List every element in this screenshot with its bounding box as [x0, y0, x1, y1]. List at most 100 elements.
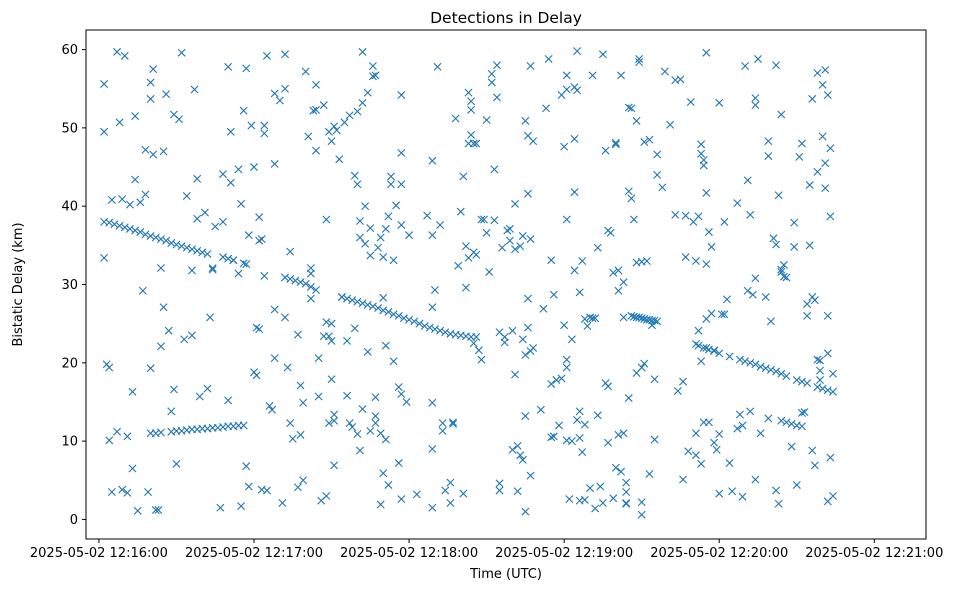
data-point	[666, 120, 675, 129]
data-point	[195, 392, 204, 401]
data-point	[461, 283, 470, 292]
data-point	[699, 343, 708, 352]
data-point	[797, 422, 806, 431]
data-point	[679, 475, 688, 484]
data-point	[637, 363, 646, 372]
data-point	[322, 318, 331, 327]
data-point	[461, 242, 470, 251]
data-point	[283, 363, 292, 372]
data-point	[624, 394, 633, 403]
data-point	[366, 426, 375, 435]
data-point	[756, 429, 765, 438]
data-point	[751, 94, 760, 103]
data-point	[141, 230, 150, 239]
data-point	[490, 165, 499, 174]
data-point	[715, 430, 724, 439]
data-point	[790, 242, 799, 251]
data-point	[828, 369, 837, 378]
data-point	[438, 426, 447, 435]
data-point	[609, 494, 618, 503]
data-point	[312, 146, 321, 155]
data-point	[526, 62, 535, 71]
data-point	[234, 165, 243, 174]
data-point	[454, 261, 463, 270]
data-point	[702, 48, 711, 57]
data-point	[324, 332, 333, 341]
data-point	[710, 438, 719, 447]
data-point	[141, 145, 150, 154]
data-point	[761, 293, 770, 302]
data-point	[756, 362, 765, 371]
data-point	[751, 360, 760, 369]
y-axis-ticks: 0 10 20 30 40 50 60	[61, 43, 86, 528]
x-axis-ticks: 2025-05-02 12:16:00 2025-05-02 12:17:00 20…	[30, 539, 943, 561]
data-point	[810, 461, 819, 470]
data-point	[764, 414, 773, 423]
data-point	[508, 326, 517, 335]
data-point	[301, 279, 310, 288]
data-point	[309, 106, 318, 115]
data-point	[353, 107, 362, 116]
data-point	[774, 499, 783, 508]
x-axis-label: Time (UTC)	[469, 567, 542, 582]
data-point	[645, 470, 654, 478]
data-point	[635, 54, 644, 63]
data-point	[754, 54, 762, 63]
data-point	[821, 65, 830, 74]
data-point	[764, 152, 773, 161]
data-point	[144, 488, 153, 497]
data-point	[335, 155, 344, 164]
data-point	[459, 172, 468, 181]
data-point	[306, 294, 315, 303]
data-point	[467, 97, 476, 106]
data-point	[327, 137, 336, 146]
data-point	[792, 480, 801, 489]
data-point	[123, 432, 132, 441]
data-point	[813, 167, 822, 176]
data-point	[593, 411, 602, 420]
data-point	[640, 359, 649, 368]
data-point	[516, 242, 525, 251]
data-point	[224, 396, 233, 405]
data-point	[425, 323, 434, 332]
data-point	[441, 486, 450, 495]
data-point	[697, 459, 706, 468]
data-point	[511, 199, 520, 208]
data-point	[270, 305, 279, 314]
data-point	[304, 132, 313, 141]
data-point	[363, 347, 372, 356]
data-point	[255, 213, 264, 222]
x-tick-label: 2025-05-02 12:20:00	[650, 546, 788, 561]
data-point	[725, 459, 734, 468]
data-point	[487, 78, 496, 87]
data-point	[803, 379, 812, 388]
data-point	[175, 115, 184, 124]
data-point	[619, 429, 628, 438]
data-point	[270, 159, 279, 168]
data-point	[826, 144, 835, 153]
data-point	[529, 343, 538, 352]
data-point	[167, 239, 176, 247]
data-point	[239, 106, 248, 115]
data-point	[368, 72, 377, 81]
data-point	[397, 148, 406, 157]
data-point	[115, 221, 124, 230]
data-point	[200, 208, 209, 217]
data-point	[376, 500, 385, 509]
data-point	[818, 80, 827, 89]
data-point	[562, 355, 571, 364]
data-point	[389, 256, 398, 265]
data-point	[552, 376, 561, 385]
data-point	[611, 138, 620, 147]
data-point	[428, 231, 437, 240]
data-point	[216, 503, 225, 512]
data-point	[159, 303, 168, 312]
data-point	[658, 183, 667, 192]
data-point	[389, 357, 398, 366]
data-point	[523, 294, 532, 303]
data-point	[593, 243, 602, 252]
data-point	[697, 149, 706, 158]
data-point	[746, 210, 755, 219]
data-point	[627, 194, 636, 203]
